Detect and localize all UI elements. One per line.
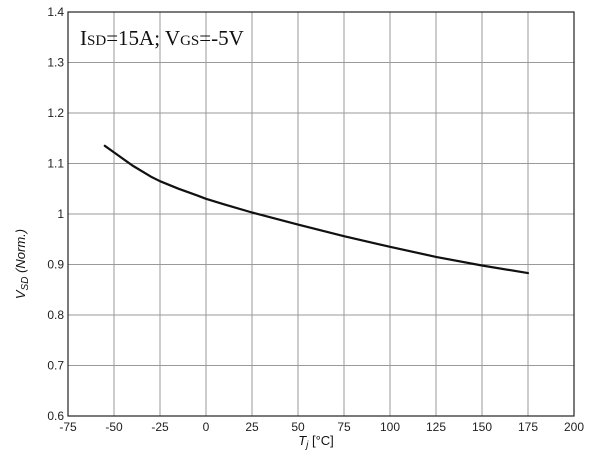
y-tick-labels: 0.6 0.7 0.8 0.9 1 1.1 1.2 1.3 1.4 bbox=[47, 5, 64, 423]
x-tick-label: 50 bbox=[291, 420, 305, 434]
y-axis-label: VSD (Norm.) bbox=[13, 229, 31, 299]
y-tick-label: 1.1 bbox=[47, 157, 64, 171]
y-tick-label: 0.9 bbox=[47, 258, 64, 272]
y-tick-label: 0.8 bbox=[47, 308, 64, 322]
plot-frame bbox=[67, 11, 575, 417]
x-tick-label: 125 bbox=[426, 420, 446, 434]
y-tick-label: 1 bbox=[57, 207, 64, 221]
x-tick-label: -75 bbox=[59, 420, 77, 434]
x-tick-label: 175 bbox=[518, 420, 538, 434]
y-tick-label: 0.7 bbox=[47, 359, 64, 373]
x-tick-label: 75 bbox=[337, 420, 351, 434]
y-tick-label: 0.6 bbox=[47, 409, 64, 423]
grid-lines bbox=[67, 11, 575, 417]
x-tick-label: 200 bbox=[564, 420, 584, 434]
y-tick-label: 1.3 bbox=[47, 56, 64, 70]
x-tick-label: 150 bbox=[472, 420, 492, 434]
x-tick-label: -50 bbox=[105, 420, 123, 434]
series-line bbox=[103, 144, 530, 275]
x-tick-label: -25 bbox=[151, 420, 169, 434]
y-tick-label: 1.4 bbox=[47, 5, 64, 19]
x-tick-label: 0 bbox=[203, 420, 210, 434]
x-axis-label: Tj [°C] bbox=[298, 433, 334, 451]
condition-annotation: ISD=15A; VGS=-5V bbox=[80, 26, 244, 50]
y-tick-label: 1.2 bbox=[47, 106, 64, 120]
x-tick-label: 25 bbox=[245, 420, 259, 434]
x-tick-labels: -75 -50 -25 0 25 50 75 100 125 150 175 200 bbox=[59, 420, 584, 434]
x-tick-label: 100 bbox=[380, 420, 400, 434]
